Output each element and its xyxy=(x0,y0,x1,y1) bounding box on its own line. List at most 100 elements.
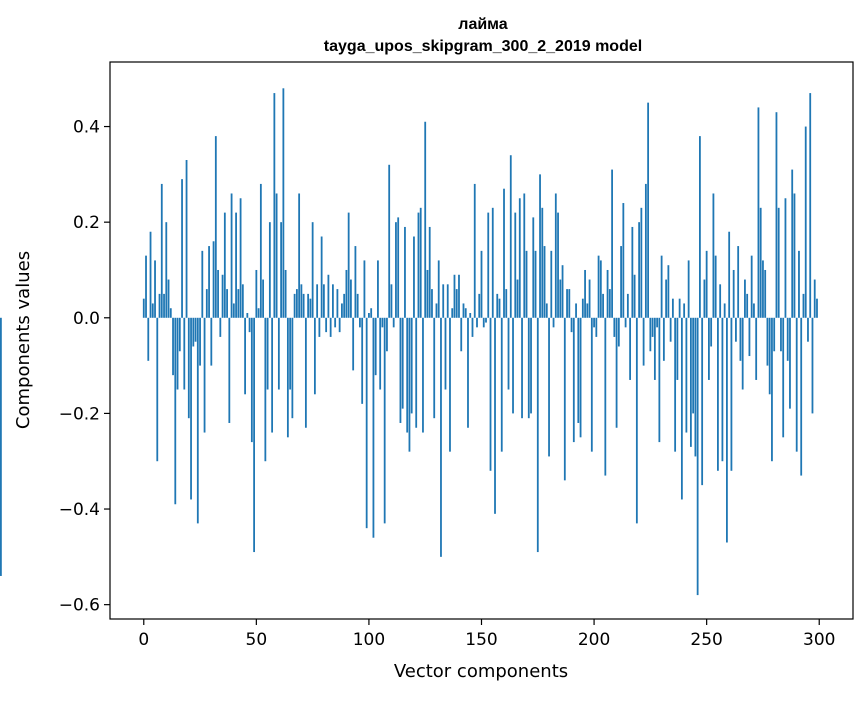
bar-222 xyxy=(642,317,645,366)
bar-115 xyxy=(401,317,404,409)
bar-46 xyxy=(246,313,249,318)
bar-75 xyxy=(311,222,314,318)
bar-40 xyxy=(232,303,235,318)
plot-frame xyxy=(109,61,854,620)
bar-282 xyxy=(777,207,780,318)
bar-100 xyxy=(368,313,370,318)
x-tick-label: 100 xyxy=(353,630,385,650)
bar-179 xyxy=(545,303,548,318)
bar-146 xyxy=(471,317,474,337)
bar-21 xyxy=(190,317,192,500)
bar-207 xyxy=(608,289,611,318)
y-tick-label: 0.4 xyxy=(73,118,100,138)
bar-267 xyxy=(744,279,746,318)
x-tick-label: 300 xyxy=(803,630,835,650)
bar-275 xyxy=(762,260,764,318)
bar-189 xyxy=(568,289,571,318)
chart-title: лайма xyxy=(458,16,508,33)
bar-165 xyxy=(514,212,517,318)
bar-141 xyxy=(460,317,463,352)
bar-99 xyxy=(365,317,368,529)
bar-253 xyxy=(712,193,715,318)
bar-77 xyxy=(316,284,319,318)
bar-118 xyxy=(408,317,411,452)
bar-289 xyxy=(793,193,796,318)
bar-203 xyxy=(599,260,602,318)
x-tick-label: 200 xyxy=(578,630,610,650)
bar-35 xyxy=(221,274,224,318)
bar-127 xyxy=(428,226,431,318)
bar-series xyxy=(0,88,818,596)
bar-72 xyxy=(304,317,307,428)
bar-168 xyxy=(521,317,523,419)
bar-61 xyxy=(280,222,283,318)
bar-235 xyxy=(671,298,674,318)
bar-249 xyxy=(703,279,706,318)
bar-184 xyxy=(557,212,559,318)
bar-239 xyxy=(680,317,683,500)
bar-248 xyxy=(701,317,704,486)
bar-53 xyxy=(262,279,264,318)
bar-149 xyxy=(478,293,481,318)
bar-78 xyxy=(318,317,321,337)
bar-176 xyxy=(539,174,541,318)
bar-126 xyxy=(426,269,429,318)
bar-257 xyxy=(721,317,724,462)
bar-37 xyxy=(226,289,228,318)
bar-226 xyxy=(651,317,654,337)
bar-63 xyxy=(284,269,287,318)
bar-71 xyxy=(302,293,305,318)
bar-233 xyxy=(667,265,670,318)
bar-287 xyxy=(789,317,791,409)
bar-285 xyxy=(784,198,787,318)
bar-288 xyxy=(791,169,794,318)
bar-208 xyxy=(611,169,613,318)
bar-142 xyxy=(462,303,465,318)
bar-122 xyxy=(417,212,420,318)
bar-136 xyxy=(449,317,451,452)
bar-108 xyxy=(386,317,388,352)
bar-113 xyxy=(397,217,400,318)
bar-79 xyxy=(320,236,323,318)
bar-90 xyxy=(345,269,348,318)
bar-264 xyxy=(737,246,740,318)
bar-221 xyxy=(640,207,643,318)
bar-216 xyxy=(629,317,631,380)
bar-225 xyxy=(649,317,652,352)
bar-15 xyxy=(176,317,179,390)
bar-197 xyxy=(586,303,589,318)
bar-237 xyxy=(676,317,679,380)
bar-196 xyxy=(584,269,586,318)
bar-103 xyxy=(374,317,377,376)
bar-218 xyxy=(633,274,636,318)
bar-183 xyxy=(554,193,557,318)
bar-194 xyxy=(579,317,582,438)
bar-31 xyxy=(212,241,215,318)
bar-1 xyxy=(145,255,147,318)
bar-65 xyxy=(289,317,292,390)
bar-20 xyxy=(187,317,190,419)
bar-87 xyxy=(338,317,341,333)
bar-244 xyxy=(692,317,695,414)
bar-217 xyxy=(631,226,634,318)
bar-210 xyxy=(615,317,618,428)
bar-7 xyxy=(158,293,161,318)
bar-188 xyxy=(566,289,568,318)
bar-140 xyxy=(458,274,460,318)
bar-134 xyxy=(444,317,447,390)
bar-67 xyxy=(293,293,296,318)
bar-160 xyxy=(503,188,505,318)
bar-124 xyxy=(422,317,424,433)
bar-89 xyxy=(343,293,346,318)
bar-43 xyxy=(239,198,242,318)
bar-268 xyxy=(746,293,749,318)
bar-246 xyxy=(696,317,699,596)
bar-138 xyxy=(453,274,456,318)
y-tick-label: 0.2 xyxy=(73,213,100,233)
bar-114 xyxy=(399,317,402,423)
y-tick-label: 0.0 xyxy=(73,309,100,329)
bar-224 xyxy=(647,102,650,318)
bar-295 xyxy=(807,317,809,342)
bar-110 xyxy=(390,284,393,318)
